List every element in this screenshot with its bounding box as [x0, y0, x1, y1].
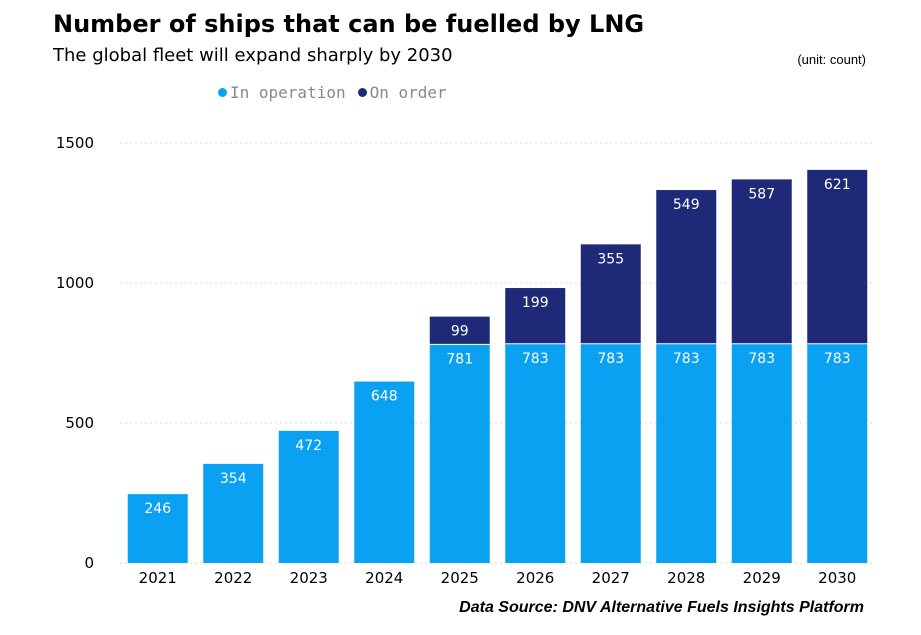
bar-on-order	[731, 179, 792, 344]
data-source-note: Data Source: DNV Alternative Fuels Insig…	[459, 599, 864, 616]
bar-in-operation	[354, 381, 415, 563]
bar-on-order	[580, 244, 641, 344]
data-label-in-operation: 783	[597, 351, 624, 367]
unit-label: (unit: count)	[797, 52, 866, 67]
x-tick-label: 2026	[516, 569, 554, 587]
data-label-on-order: 199	[522, 295, 549, 311]
y-tick-label: 500	[65, 414, 94, 432]
data-label-in-operation: 354	[220, 471, 247, 487]
bar-in-operation	[807, 343, 868, 563]
data-label-in-operation: 781	[446, 351, 473, 367]
bar-in-operation	[127, 494, 188, 563]
x-tick-label: 2028	[667, 569, 705, 587]
bar-on-order	[429, 316, 490, 345]
chart-subtitle: The global fleet will expand sharply by …	[53, 45, 453, 66]
data-label-on-order: 99	[451, 324, 469, 340]
bar-in-operation	[203, 463, 264, 563]
legend-dot-on-order-icon	[357, 88, 367, 97]
legend-dot-in-operation-icon	[218, 88, 227, 97]
data-label-on-order: 355	[597, 251, 624, 267]
bars: 246 354 472 648 781 99 783 199 783 355 783 549 783 58…	[127, 169, 868, 563]
y-tick-label: 0	[84, 554, 94, 572]
bar-in-operation	[580, 343, 641, 563]
legend-label-on-order: On order	[369, 83, 447, 102]
bar-in-operation	[656, 343, 717, 563]
bar-in-operation	[731, 343, 792, 563]
legend-item-in-operation: In operation	[218, 83, 346, 102]
data-label-in-operation: 783	[522, 351, 549, 367]
x-tick-label: 2025	[441, 569, 479, 587]
x-tick-label: 2023	[290, 569, 328, 587]
bar-on-order	[656, 190, 717, 344]
bar-in-operation	[429, 344, 490, 563]
data-label-on-order: 621	[824, 177, 851, 193]
y-tick-label: 1000	[56, 274, 94, 292]
bar-on-order	[505, 288, 566, 344]
data-label-in-operation: 246	[144, 501, 171, 517]
legend: In operation On order	[218, 83, 447, 102]
bar-in-operation	[278, 430, 339, 563]
legend-label-in-operation: In operation	[230, 83, 346, 102]
x-tick-label: 2022	[214, 569, 252, 587]
data-label-in-operation: 783	[824, 351, 851, 367]
y-axis: 0 500 1000 1500	[56, 134, 94, 572]
x-tick-label: 2029	[743, 569, 781, 587]
data-label-in-operation: 472	[295, 438, 322, 454]
legend-item-on-order: On order	[357, 83, 447, 102]
data-label-on-order: 549	[673, 197, 700, 213]
x-tick-label: 2024	[365, 569, 403, 587]
x-axis: 2021 2022 2023 2024 2025 2026 2027 2028 2029 2030	[139, 569, 857, 587]
data-label-in-operation: 783	[673, 351, 700, 367]
bar-on-order	[807, 169, 868, 344]
chart-title: Number of ships that can be fuelled by L…	[53, 10, 645, 38]
y-tick-label: 1500	[56, 134, 94, 152]
x-tick-label: 2021	[139, 569, 177, 587]
bar-in-operation	[505, 343, 566, 563]
data-label-in-operation: 648	[371, 389, 398, 405]
data-label-in-operation: 783	[748, 351, 775, 367]
data-label-on-order: 587	[748, 186, 775, 202]
x-tick-label: 2027	[592, 569, 630, 587]
x-tick-label: 2030	[818, 569, 856, 587]
